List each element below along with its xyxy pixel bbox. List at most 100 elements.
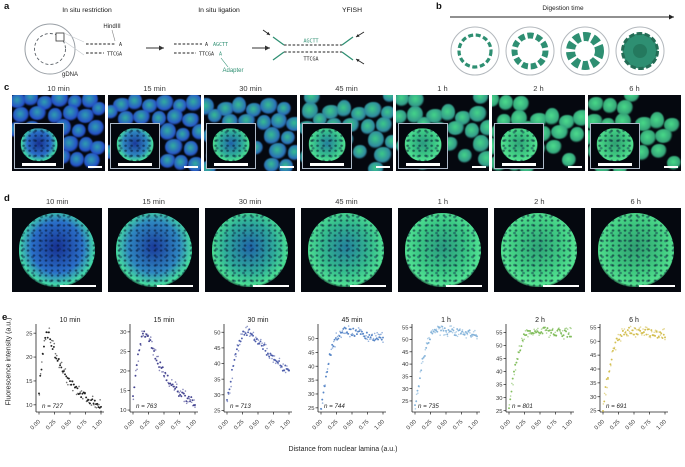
data-point [243,333,246,336]
y-tick-label: 10 [26,403,32,409]
data-point [341,331,344,334]
data-point [558,329,561,331]
data-point [63,369,65,371]
x-tick-label: 0.50 [61,419,73,431]
y-tick-label: 55 [402,325,408,331]
data-point [59,364,62,367]
data-point [625,333,628,336]
data-point [247,331,250,334]
nucleus-blob [472,134,489,153]
data-point [261,342,263,344]
scale-bar [60,284,97,287]
data-point [248,328,251,331]
x-tick-label: 1.00 [656,419,668,431]
data-point [67,383,69,386]
data-point [603,400,606,403]
data-point [461,329,464,331]
x-tick-label: 0.75 [640,419,652,431]
data-point [654,334,657,337]
data-point [415,400,418,403]
nucleus-blob [77,109,96,124]
data-point [602,403,605,405]
data-point [149,339,152,342]
data-point [618,338,621,341]
enzyme-label: HindIII [103,24,121,30]
data-point [269,352,272,355]
scale-bar [88,166,102,168]
data-point [70,383,73,386]
nucleus-blob [112,97,131,112]
nucleus-blob [375,116,392,133]
data-point [273,355,276,357]
data-point [276,360,278,362]
yfish-fragment: AGCTT TTCGA [262,29,365,65]
microscopy-nucleus-tile [494,208,585,292]
x-tick-label: 0.75 [546,419,558,431]
nucleus-blob [588,97,605,112]
data-point [65,375,68,378]
y-tick-label: 15 [26,379,32,385]
scale-bar [253,284,290,287]
data-point [433,330,435,333]
data-point [377,338,379,341]
data-point [156,355,158,358]
panel-c-tiles [12,95,681,171]
microscopy-field-tile [396,95,489,171]
data-point [259,340,262,343]
nucleus-blob [546,140,563,155]
data-point [347,325,350,327]
data-point [330,348,333,351]
data-point [151,347,154,350]
data-point [235,355,237,358]
panel-b-label: b [436,1,442,12]
data-point [508,404,511,406]
data-point [420,362,423,365]
data-point [561,329,564,332]
nucleus-blob [304,95,321,105]
y-tick-label: 30 [402,387,408,393]
data-point [443,334,445,336]
data-point [254,340,257,343]
data-point [620,335,623,338]
data-point [623,333,626,336]
nucleus-blob [51,95,70,107]
chart-title: 1 h [441,317,451,324]
data-point [286,368,289,371]
data-point [342,332,345,334]
data-point [603,392,606,395]
data-point [664,338,666,341]
x-tick-label: 0.00 [30,419,42,431]
data-point [566,328,569,330]
data-point [260,344,263,347]
data-point [428,336,430,339]
step2-title: In situ ligation [198,7,240,14]
data-point [379,336,382,339]
x-tick-label: 0.75 [170,419,182,431]
panel-a-schematic: In situ restriction In situ ligation YFI… [24,7,365,78]
data-point [449,325,451,327]
y-tick-label: 45 [308,350,314,356]
data-point [153,348,156,350]
nucleus-blob [90,141,105,156]
data-point [363,335,366,338]
data-point [431,329,434,331]
nucleus-blob [159,154,176,169]
data-point [446,333,449,336]
nucleus-blob [381,106,393,121]
data-point [235,348,238,351]
data-point [168,385,171,388]
data-point [359,333,362,335]
nucleus-blob [441,104,456,123]
y-tick-label: 40 [496,370,502,376]
data-point [43,339,46,342]
data-point [60,361,63,364]
nucleus-blob [383,95,393,103]
data-point [451,331,454,334]
data-point [427,341,430,344]
nucleus-blob [666,156,681,171]
scale-bar [156,284,193,287]
x-tick-label: 0.50 [343,419,355,431]
data-point [158,366,160,368]
data-point [634,327,637,330]
data-point [44,336,47,339]
